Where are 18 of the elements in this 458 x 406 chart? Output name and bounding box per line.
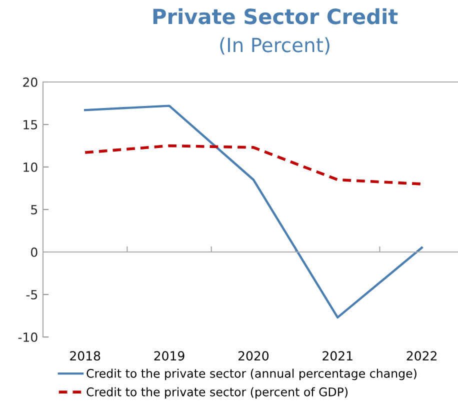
legend-label: Credit to the private sector (percent of GDP) [86,387,348,399]
chart-subtitle: (In Percent) [220,37,330,55]
x-tick-label: 2018 [70,351,100,361]
y-tick-label: 10 [24,162,38,172]
y-tick-label: 15 [24,120,38,130]
x-tick-label: 2020 [238,351,269,361]
y-tick-label: 5 [31,205,38,214]
line-series [84,104,423,319]
line-series [84,144,424,186]
x-tick-label: 2019 [154,351,184,361]
chart-title: Private Sector Credit [153,8,398,24]
y-tick-label: -5 [26,290,38,300]
y-tick-label: -10 [18,332,38,342]
x-tick-label: 2021 [322,351,352,361]
y-tick-label: 20 [23,77,38,87]
y-tick-label: 0 [31,247,38,257]
x-tick-label: 2022 [406,351,436,361]
legend-label: Credit to the private sector (annual percentage change) [86,368,416,380]
